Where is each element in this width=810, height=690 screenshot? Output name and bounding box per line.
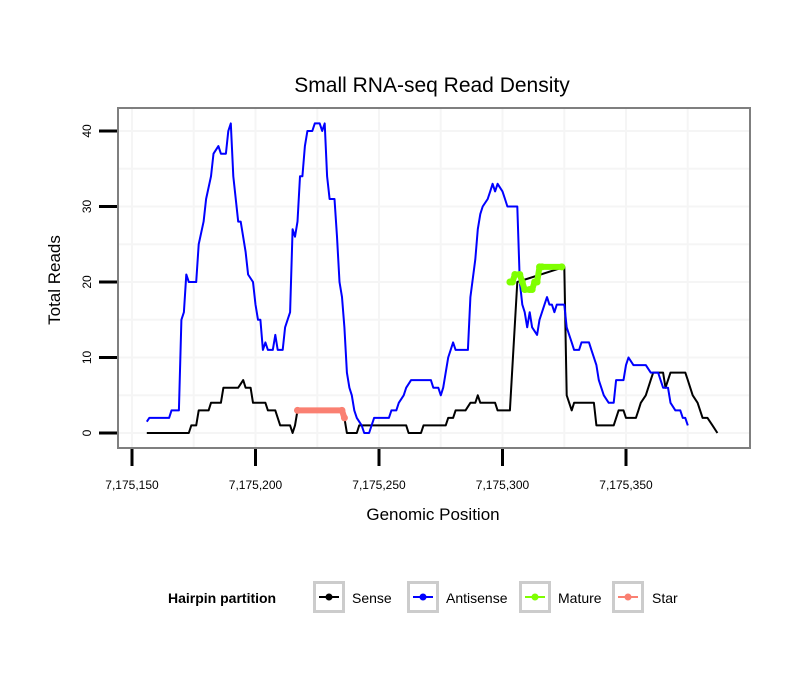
y-tick-label: 20 bbox=[80, 275, 94, 289]
x-axis: 7,175,150 7,175,200 7,175,250 7,175,300 7,17… bbox=[105, 449, 653, 492]
legend-item-star: Star bbox=[612, 581, 678, 613]
x-tick-label: 7,175,350 bbox=[599, 478, 653, 492]
gridlines bbox=[118, 108, 750, 448]
series-line-sense bbox=[146, 265, 719, 434]
legend-label: Antisense bbox=[446, 590, 508, 606]
series-point-mature bbox=[558, 263, 566, 271]
x-tick-label: 7,175,150 bbox=[105, 478, 159, 492]
x-tick-label: 7,175,300 bbox=[476, 478, 530, 492]
legend-key-point bbox=[419, 593, 427, 601]
series-point-mature bbox=[533, 278, 541, 286]
legend-item-sense: Sense bbox=[313, 581, 392, 613]
series-layer bbox=[145, 122, 719, 434]
series-point-star bbox=[338, 406, 346, 414]
legend-item-antisense: Antisense bbox=[407, 581, 508, 613]
series-point-mature bbox=[521, 286, 529, 294]
series-point-mature bbox=[518, 278, 526, 286]
legend-item-mature: Mature bbox=[519, 581, 602, 613]
y-tick-label: 0 bbox=[80, 429, 94, 436]
series-point-star bbox=[293, 406, 301, 414]
legend-label: Star bbox=[652, 590, 678, 606]
series-point-star bbox=[340, 414, 348, 422]
y-axis-title: Total Reads bbox=[45, 235, 64, 325]
legend-key-point bbox=[624, 593, 632, 601]
legend-label: Sense bbox=[352, 590, 392, 606]
legend-label: Mature bbox=[558, 590, 602, 606]
series-point-mature bbox=[538, 263, 546, 271]
series-point-mature bbox=[508, 278, 516, 286]
series-line-antisense bbox=[145, 122, 689, 434]
series-point-mature bbox=[511, 270, 519, 278]
x-tick-label: 7,175,250 bbox=[352, 478, 406, 492]
y-tick-label: 40 bbox=[80, 124, 94, 138]
x-tick-label: 7,175,200 bbox=[229, 478, 283, 492]
legend-key-point bbox=[325, 593, 333, 601]
y-tick-label: 30 bbox=[80, 200, 94, 214]
series-point-mature bbox=[528, 286, 536, 294]
legend-key-point bbox=[531, 593, 539, 601]
legend: Hairpin partition Sense Antisense Mature St… bbox=[168, 581, 678, 613]
y-axis: 0 10 20 30 40 bbox=[80, 124, 117, 436]
chart-title: Small RNA-seq Read Density bbox=[294, 74, 570, 97]
x-axis-title: Genomic Position bbox=[366, 505, 499, 524]
series-point-mature bbox=[516, 270, 524, 278]
y-tick-label: 10 bbox=[80, 351, 94, 365]
panel-border bbox=[117, 107, 751, 449]
legend-title: Hairpin partition bbox=[168, 590, 276, 606]
